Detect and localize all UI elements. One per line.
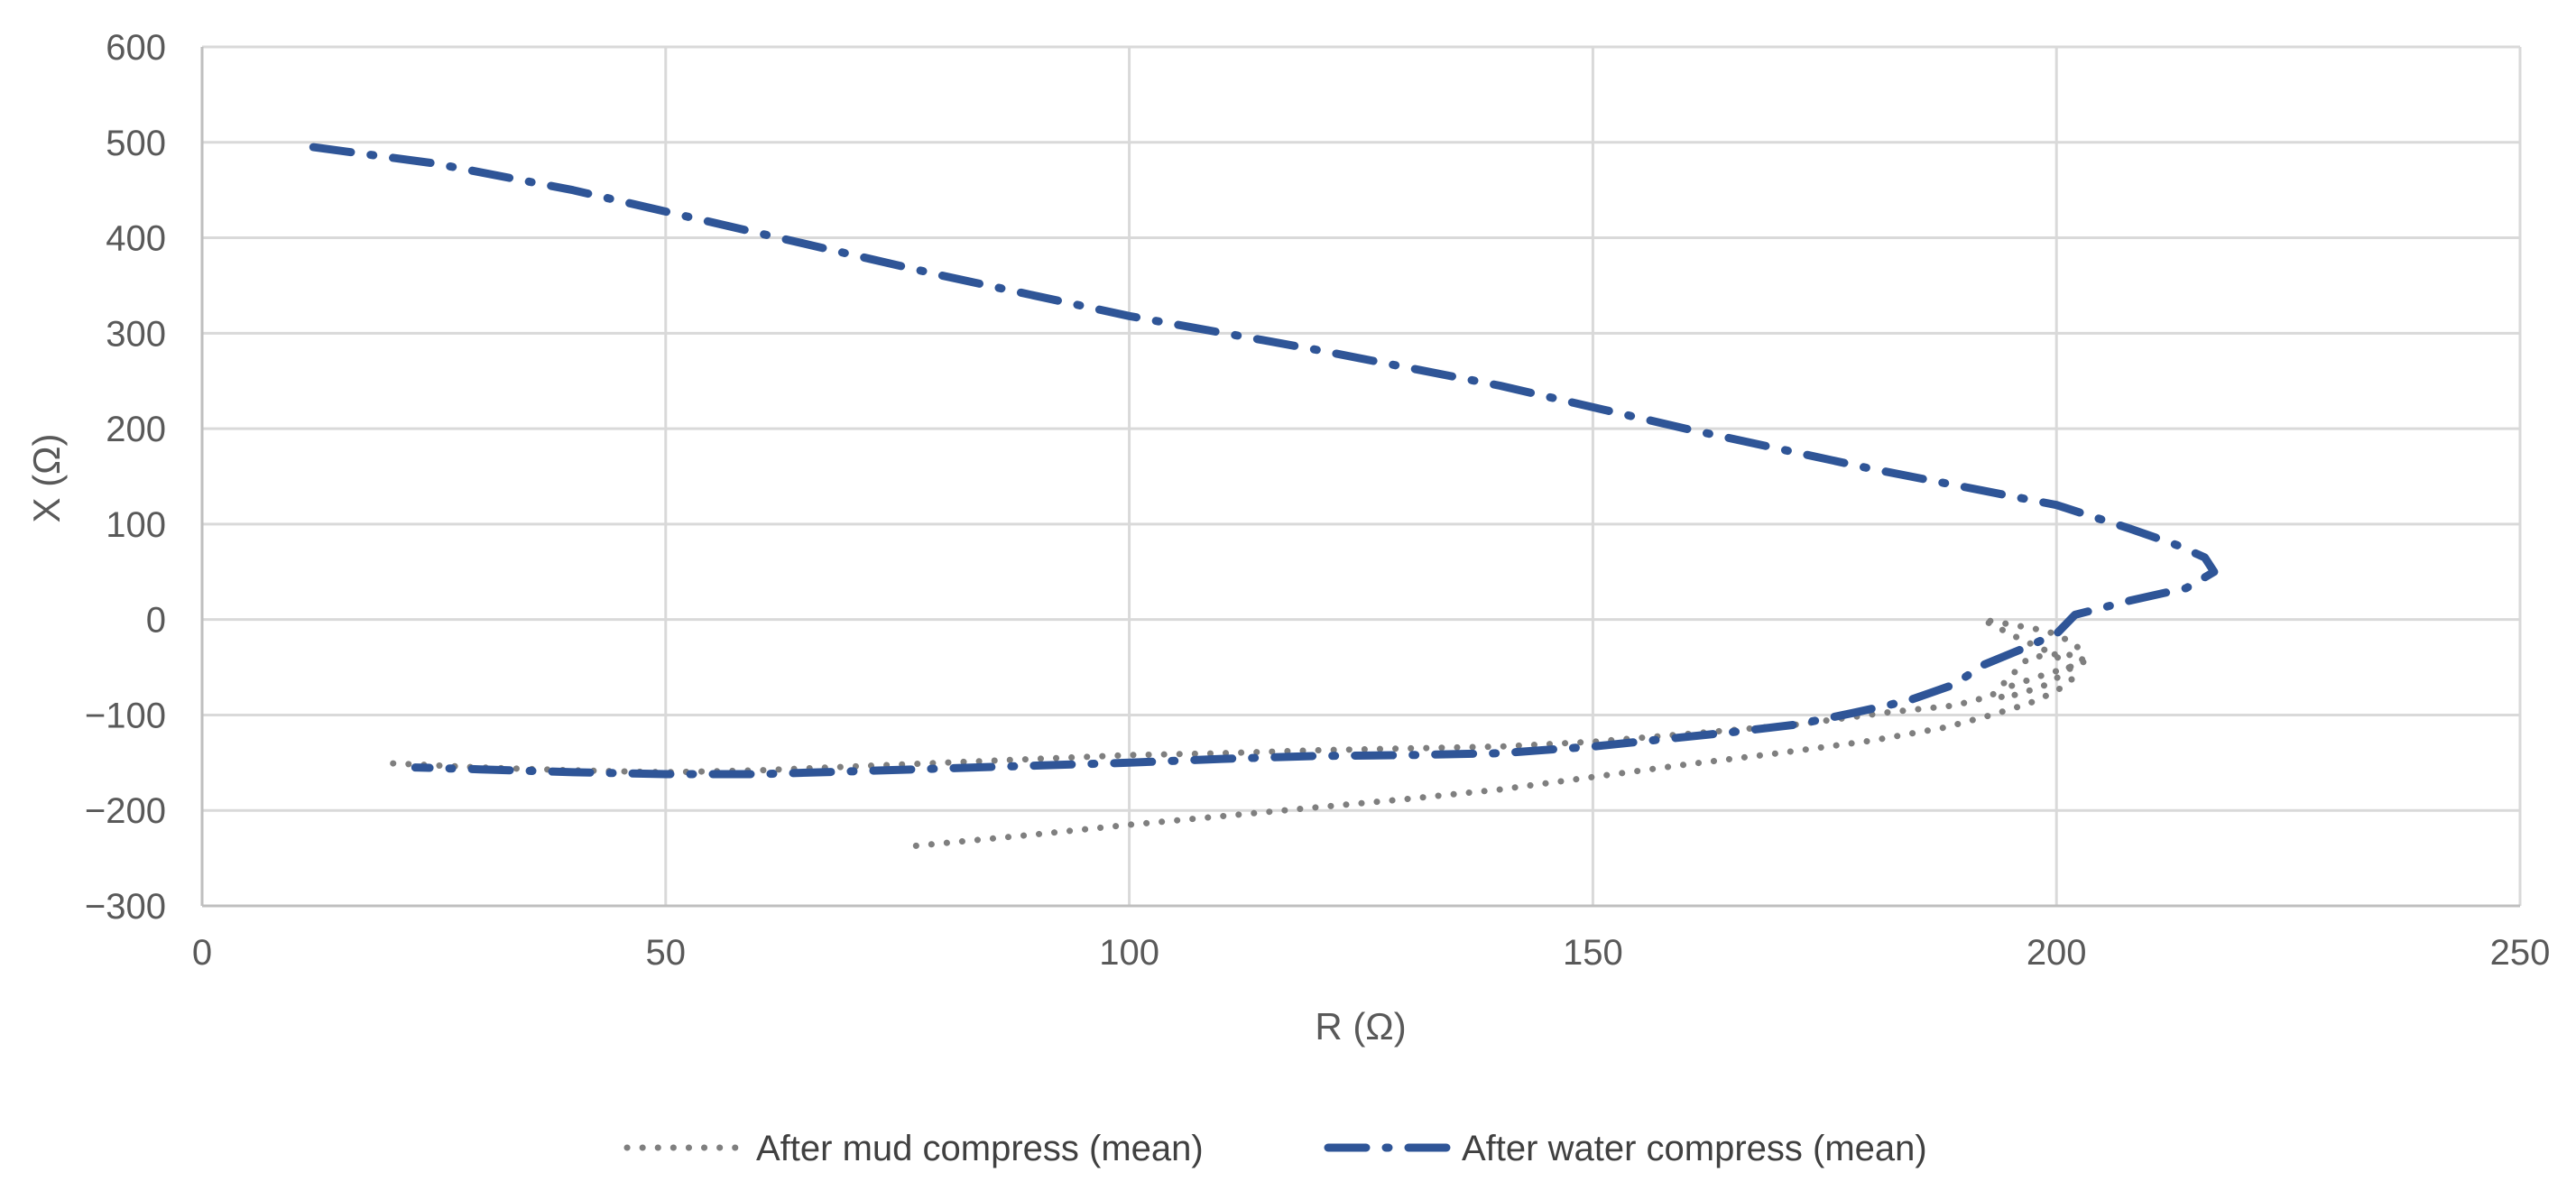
series-line-mud-compress [374, 616, 2088, 849]
x-tick-label: 0 [192, 933, 212, 973]
legend: After mud compress (mean) After water com… [623, 1129, 1927, 1168]
y-tick-label: 300 [106, 314, 166, 354]
y-tick-label: 500 [106, 124, 166, 163]
y-tick-label: 400 [106, 219, 166, 259]
y-tick-label: 600 [106, 28, 166, 68]
y-tick-label: 200 [106, 410, 166, 449]
tick-labels: 0 50 100 150 200 250 −300 −200 −100 0 100 200 300 400… [85, 28, 2550, 973]
legend-label-mud-compress: After mud compress (mean) [756, 1129, 1204, 1168]
y-tick-label: 100 [106, 505, 166, 545]
x-tick-label: 150 [1563, 933, 1623, 973]
y-axis-title: X (Ω) [25, 433, 68, 522]
x-tick-label: 200 [2027, 933, 2087, 973]
x-tick-label: 250 [2490, 933, 2551, 973]
x-tick-label: 50 [646, 933, 687, 973]
gridlines [202, 45, 2522, 906]
series-layer [309, 143, 2219, 849]
series-line-water-compress [309, 143, 2219, 779]
x-tick-label: 100 [1099, 933, 1159, 973]
legend-label-water-compress: After water compress (mean) [1462, 1129, 1927, 1168]
y-tick-label: 0 [146, 601, 166, 641]
y-tick-label: −100 [85, 696, 166, 735]
axes [200, 47, 2520, 908]
x-axis-title: R (Ω) [1315, 1005, 1406, 1048]
y-tick-label: −300 [85, 887, 166, 927]
y-tick-label: −200 [85, 791, 166, 831]
